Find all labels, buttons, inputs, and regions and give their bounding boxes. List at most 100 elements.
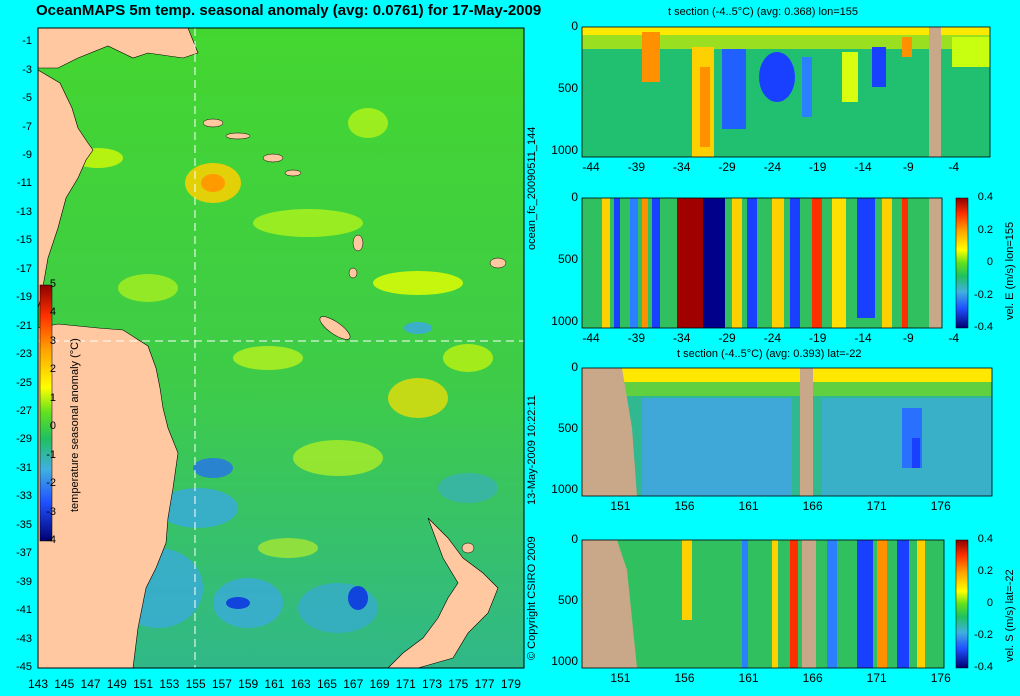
section-colorbar-tick-label: 0.4 (977, 191, 993, 203)
colorbar-tick-label: 2 (49, 363, 56, 376)
colorbar-tick-label: 3 (49, 334, 56, 347)
section-y-tick-label: 500 (557, 251, 578, 266)
section-y-tick-label: 0 (571, 532, 578, 546)
section-x-tick-label: 151 (610, 499, 631, 513)
main-colorbar (39, 284, 53, 542)
section4-side-label: vel. S (m/s) lat=-22 (1004, 569, 1016, 662)
map-y-tick-label: -29 (16, 433, 32, 446)
section2-colorbar (955, 197, 969, 329)
section-colorbar-tick-label: -0.4 (974, 321, 993, 333)
section-colorbar-tick-label: 0.4 (977, 533, 993, 545)
run-label: ocean_fc_20090511_144 (526, 126, 538, 250)
map-x-tick-label: 157 (211, 677, 232, 691)
map-y-tick-label: -27 (16, 405, 32, 417)
map-x-tick-label: 145 (54, 677, 75, 691)
section-y-tick-label: 1000 (551, 313, 578, 328)
section-y-tick-label: 0 (571, 19, 578, 33)
section-y-tick-label: 500 (557, 592, 578, 607)
section-y-tick-label: 1000 (551, 142, 578, 157)
section-y-tick-label: 500 (557, 80, 578, 95)
map-y-tick-label: -33 (16, 490, 32, 503)
colorbar-tick-label: -1 (46, 448, 56, 461)
colorbar-tick-label: 1 (49, 391, 56, 404)
section-x-tick-label: -9 (903, 160, 914, 174)
map-anomaly-patches (73, 108, 498, 633)
section4-panel (581, 539, 945, 669)
section-x-tick-label: 161 (738, 499, 759, 513)
colorbar-tick-label: -3 (46, 505, 56, 518)
map-x-tick-label: 155 (185, 677, 206, 691)
section-x-tick-label: -34 (673, 331, 691, 345)
section-x-tick-label: -29 (718, 331, 736, 345)
date-label: 13-May-2009 10:22:11 (526, 395, 538, 505)
section1-title: t section (-4..5°C) (avg: 0.368) lon=155 (668, 6, 858, 18)
map-x-tick-label: 147 (80, 677, 101, 691)
map-y-tick-label: -17 (16, 262, 32, 275)
section-x-tick-label: 156 (674, 499, 695, 513)
section-x-tick-label: 161 (738, 671, 759, 685)
map-x-tick-label: 169 (369, 677, 390, 691)
map-x-tick-label: 171 (395, 677, 416, 691)
map-y-tick-label: -35 (16, 518, 32, 531)
colorbar-label: temperature seasonal anomaly (°C) (69, 338, 81, 512)
map-x-tick-label: 173 (422, 677, 443, 691)
section-y-tick-label: 0 (571, 360, 578, 374)
section-y-tick-label: 1000 (551, 653, 578, 668)
section-x-tick-label: 166 (802, 671, 823, 685)
map-y-tick-label: -25 (16, 376, 32, 389)
map-y-tick-label: -1 (22, 35, 32, 48)
map-y-tick-label: -11 (16, 177, 32, 190)
map-x-tick-label: 179 (500, 677, 521, 691)
map-y-tick-label: -43 (16, 632, 32, 645)
map-y-tick-label: -13 (16, 205, 32, 218)
map-y-tick-label: -39 (16, 575, 32, 588)
map-x-tick-label: 153 (159, 677, 180, 691)
section3-panel (581, 367, 993, 497)
section-x-tick-label: -19 (809, 331, 827, 345)
section-colorbar-tick-label: 0.2 (977, 223, 993, 236)
section-y-tick-label: 500 (557, 420, 578, 435)
section-x-tick-label: -39 (627, 331, 646, 345)
colorbar-tick-label: 5 (49, 278, 56, 290)
colorbar-tick-label: 0 (49, 420, 56, 433)
section-colorbar-tick-label: 0 (986, 597, 993, 609)
map-x-tick-label: 167 (343, 677, 364, 691)
section-x-tick-label: -4 (948, 331, 960, 345)
map-y-tick-label: -7 (22, 120, 32, 133)
section3-title: t section (-4..5°C) (avg: 0.393) lat=-22 (677, 348, 862, 360)
map-y-tick-label: -37 (16, 547, 32, 560)
section-x-tick-label: 176 (930, 499, 951, 513)
colorbar-tick-label: 4 (49, 306, 56, 319)
map-y-tick-label: -3 (22, 63, 32, 76)
map-y-tick-label: -15 (16, 234, 32, 247)
main-title: OceanMAPS 5m temp. seasonal anomaly (avg… (36, 2, 542, 19)
section-x-tick-label: 171 (866, 499, 887, 513)
map-y-tick-label: -45 (16, 661, 32, 673)
map-x-tick-label: 159 (238, 677, 259, 691)
section-x-tick-label: -39 (627, 160, 646, 174)
section-colorbar-tick-label: 0 (986, 256, 993, 268)
map-y-tick-label: -9 (22, 149, 32, 161)
section-x-tick-label: -24 (763, 331, 782, 345)
section-x-tick-label: -44 (582, 331, 600, 345)
section2-side-label: vel. E (m/s) lon=155 (1004, 221, 1016, 320)
map-y-tick-label: -23 (16, 348, 32, 361)
section-x-tick-label: 156 (674, 671, 695, 685)
map-x-tick-label: 163 (290, 677, 311, 691)
section-x-tick-label: 176 (930, 671, 951, 685)
section-colorbar-tick-label: 0.2 (977, 565, 993, 577)
section-x-tick-label: -24 (763, 160, 782, 174)
map-x-tick-label: 151 (133, 677, 154, 691)
section-x-tick-label: 166 (802, 499, 823, 513)
section-colorbar-tick-label: -0.2 (974, 629, 993, 641)
section-x-tick-label: 151 (610, 671, 631, 685)
section-x-tick-label: -14 (854, 160, 872, 174)
section-x-tick-label: -44 (582, 160, 600, 174)
map-x-tick-label: 175 (448, 677, 469, 691)
map-y-tick-label: -21 (16, 319, 32, 332)
section-y-tick-label: 0 (571, 190, 578, 204)
section-colorbar-tick-label: -0.4 (974, 661, 993, 673)
section1-panel (581, 26, 991, 158)
map-y-tick-label: -41 (16, 604, 32, 617)
map-x-tick-label: 177 (474, 677, 495, 691)
